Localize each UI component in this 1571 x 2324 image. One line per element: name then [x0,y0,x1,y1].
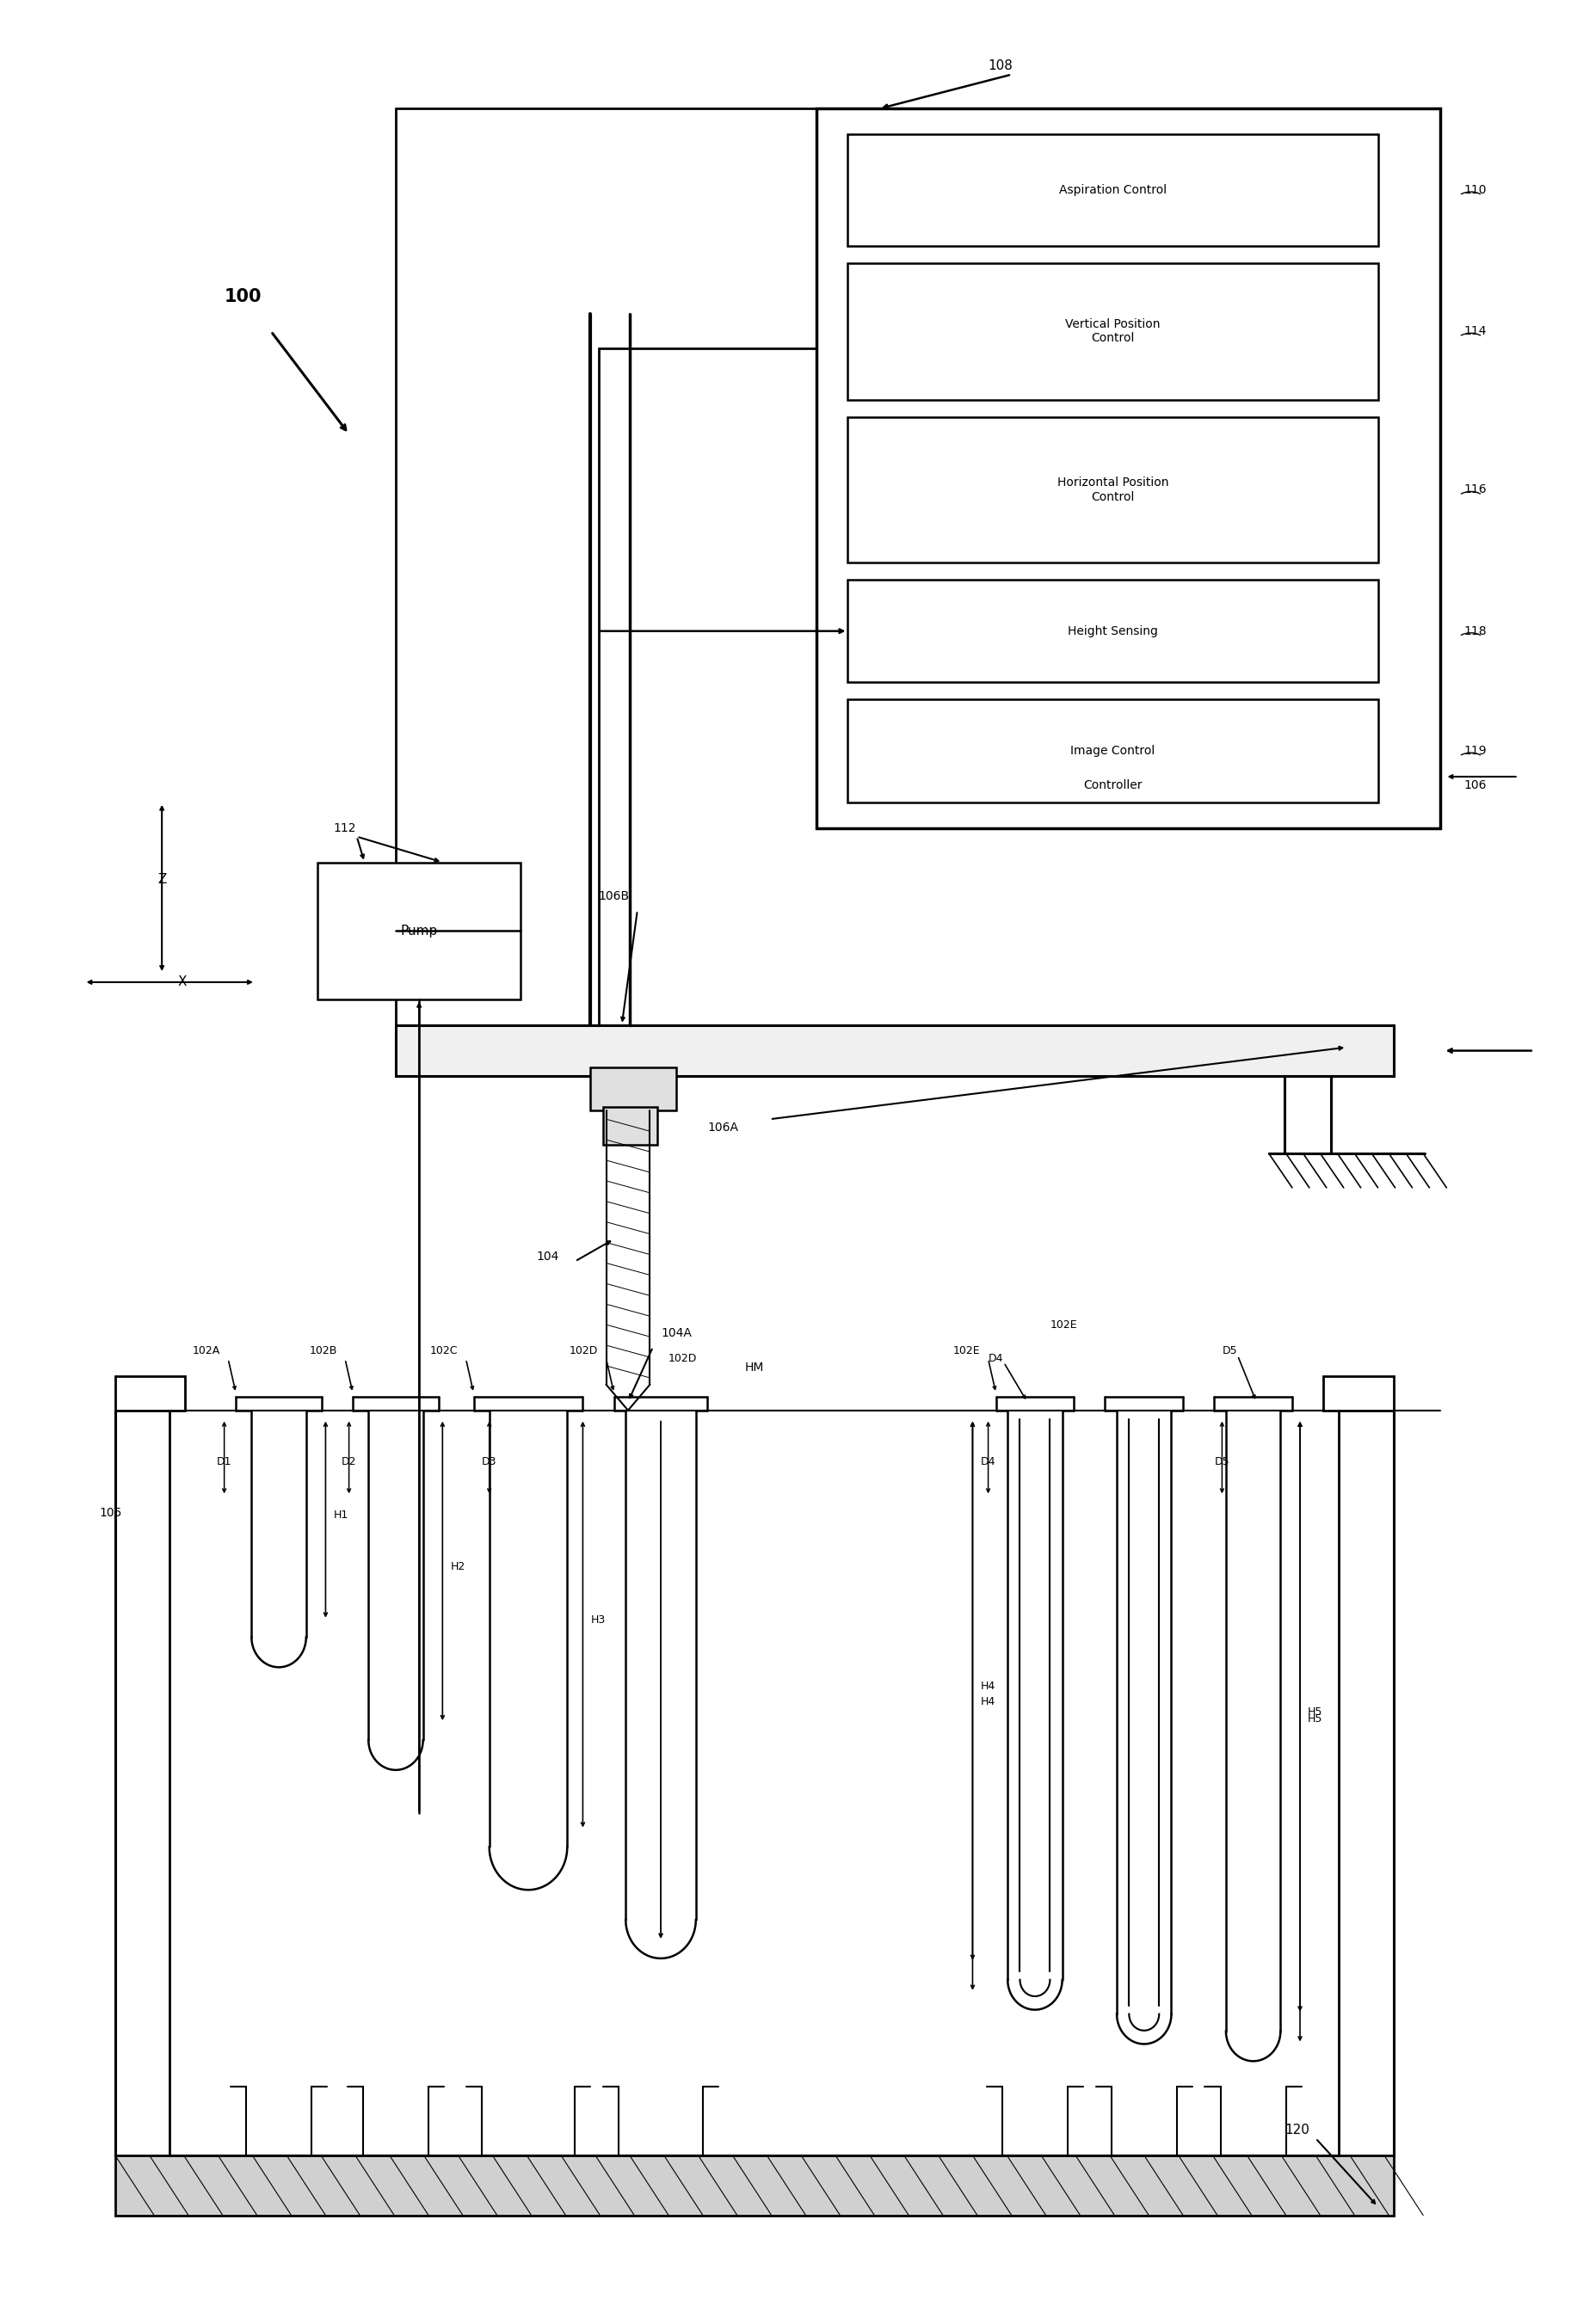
Text: H3: H3 [591,1615,605,1627]
Text: 110: 110 [1464,184,1486,195]
Text: 104A: 104A [661,1327,691,1339]
Text: 104: 104 [536,1250,559,1262]
Text: 102C: 102C [430,1346,459,1355]
Text: 102A: 102A [193,1346,220,1355]
Text: Z: Z [157,874,167,885]
Text: 106B: 106B [599,890,630,902]
Text: 112: 112 [333,823,357,834]
Text: 102E: 102E [954,1346,980,1355]
Bar [115,2154,1393,2215]
Text: Image Control: Image Control [1070,746,1155,758]
Text: Controller: Controller [1084,779,1142,790]
Text: 116: 116 [1464,483,1486,495]
Text: H5: H5 [1307,1706,1323,1717]
Text: 102D: 102D [669,1353,698,1364]
Text: Aspiration Control: Aspiration Control [1059,184,1167,195]
Text: 118: 118 [1464,625,1486,637]
Text: D2: D2 [341,1457,357,1466]
Text: 108: 108 [988,60,1013,72]
Text: D1: D1 [217,1457,233,1466]
Text: 119: 119 [1464,746,1486,758]
Bar [848,700,1378,802]
Text: 120: 120 [1285,2124,1309,2136]
Text: H5: H5 [1307,1713,1323,1724]
Bar [583,314,638,1025]
Bar [848,135,1378,246]
Bar [603,1106,658,1146]
Bar [591,1067,677,1111]
Text: D4: D4 [980,1457,996,1466]
Text: H2: H2 [451,1562,465,1573]
Bar [817,109,1441,827]
Text: 106A: 106A [707,1122,738,1134]
Text: 105: 105 [99,1506,123,1520]
Text: D5: D5 [1214,1457,1230,1466]
Text: Horizontal Position
Control: Horizontal Position Control [1057,476,1169,502]
Bar [848,579,1378,683]
Bar [1323,1376,1393,1411]
Bar [115,1376,185,1411]
Text: 102D: 102D [570,1346,599,1355]
Text: H1: H1 [333,1511,349,1520]
Bar [848,416,1378,562]
Text: 106: 106 [1464,779,1486,790]
Bar [396,1025,1393,1076]
Text: Vertical Position
Control: Vertical Position Control [1065,318,1161,344]
Text: X: X [178,976,187,988]
Text: D5: D5 [1222,1346,1238,1355]
Text: 100: 100 [225,288,262,307]
Text: H4: H4 [980,1680,994,1692]
Text: H4: H4 [980,1697,994,1708]
Text: Height Sensing: Height Sensing [1068,625,1158,637]
Bar [317,862,520,999]
Text: 102E: 102E [1051,1320,1078,1329]
Text: D4: D4 [988,1353,1004,1364]
Text: 114: 114 [1464,325,1486,337]
Bar [848,263,1378,400]
Text: 102B: 102B [309,1346,338,1355]
Text: D3: D3 [482,1457,496,1466]
Text: HM: HM [745,1362,764,1373]
Text: Pump: Pump [401,925,438,937]
